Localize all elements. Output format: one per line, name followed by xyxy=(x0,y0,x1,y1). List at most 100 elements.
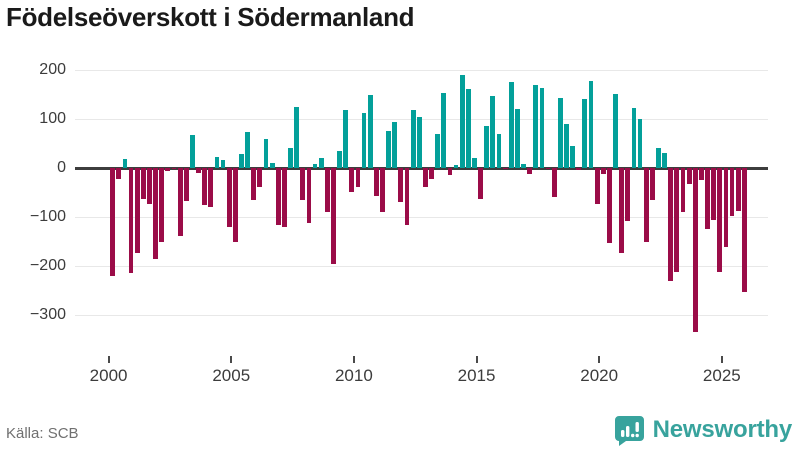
x-axis-tick-mark xyxy=(475,356,478,363)
bar-2009-Q1 xyxy=(331,168,336,265)
bar-2003-Q2 xyxy=(189,135,195,168)
bar-2020-Q3 xyxy=(613,93,618,168)
plot-area: 200 100 0 −100 −200 −300 2000 2005 2010 2015 2020 2… xyxy=(29,61,768,385)
bar-2024-Q2 xyxy=(705,168,710,229)
bar-2002-Q2 xyxy=(165,168,171,172)
bar-2019-Q4 xyxy=(594,168,600,204)
bar-2001-Q2 xyxy=(140,168,146,199)
bar-2004-Q4 xyxy=(226,168,232,227)
bar-2012-Q1 xyxy=(404,168,410,226)
bar-2008-Q1 xyxy=(306,168,312,223)
bar-2005-Q2 xyxy=(239,154,244,168)
bar-2002-Q1 xyxy=(159,168,165,243)
bar-2024-Q1 xyxy=(698,168,704,180)
y-axis-tick-label: 200 xyxy=(39,61,66,78)
bar-2017-Q4 xyxy=(545,168,551,169)
bar-2015-Q2 xyxy=(484,125,490,168)
x-axis-tick-mark xyxy=(230,356,233,363)
bar-2005-Q1 xyxy=(232,168,238,242)
bar-2023-Q2 xyxy=(680,168,686,213)
bar-2018-Q1 xyxy=(551,168,557,197)
bar-2021-Q2 xyxy=(631,108,637,168)
bar-2013-Q2 xyxy=(435,134,441,168)
chart-title: Födelseöverskott i Södermanland xyxy=(6,2,415,32)
bar-2013-Q4 xyxy=(447,168,453,176)
bar-2013-Q3 xyxy=(441,92,447,168)
gridline xyxy=(75,315,768,316)
bar-2000-Q3 xyxy=(122,158,128,168)
gridline xyxy=(75,217,768,218)
x-axis-tick-mark xyxy=(720,356,723,363)
source-note: Källa: SCB xyxy=(6,425,79,442)
x-axis-tick-label: 2020 xyxy=(580,366,619,385)
bar-2023-Q1 xyxy=(674,168,680,273)
bar-2012-Q3 xyxy=(416,117,422,168)
x-axis-tick-mark xyxy=(107,356,110,363)
bar-2014-Q4 xyxy=(472,158,477,168)
bar-2011-Q1 xyxy=(380,168,385,213)
x-axis-tick-mark xyxy=(352,356,355,363)
bar-2013-Q1 xyxy=(429,168,434,179)
x-axis-tick-label: 2025 xyxy=(702,366,741,385)
bar-2014-Q3 xyxy=(465,88,471,168)
bar-2022-Q4 xyxy=(668,168,674,281)
x-axis-tick-label: 2015 xyxy=(457,366,496,385)
bar-2007-Q3 xyxy=(294,107,300,168)
bar-2025-Q2 xyxy=(729,168,735,216)
bar-2011-Q3 xyxy=(392,122,398,168)
bar-2002-Q4 xyxy=(177,168,183,237)
bar-2015-Q1 xyxy=(478,168,483,199)
x-axis-tick-label: 2000 xyxy=(89,366,128,385)
bar-2011-Q4 xyxy=(398,168,404,203)
bar-2018-Q4 xyxy=(570,146,575,168)
bar-2008-Q2 xyxy=(312,163,318,168)
bar-2006-Q1 xyxy=(257,168,263,187)
bar-2000-Q2 xyxy=(116,168,122,179)
bar-2016-Q1 xyxy=(502,168,508,169)
bar-2003-Q1 xyxy=(183,168,189,202)
bar-2014-Q2 xyxy=(459,74,465,168)
x-axis-tick-mark xyxy=(598,356,601,363)
bar-2017-Q2 xyxy=(533,85,539,168)
bar-2003-Q4 xyxy=(202,168,208,205)
y-axis-tick-label: −100 xyxy=(29,208,66,225)
bar-2021-Q1 xyxy=(625,168,631,222)
bar-2009-Q2 xyxy=(337,150,342,168)
bar-2021-Q3 xyxy=(637,118,643,168)
bar-2004-Q1 xyxy=(208,168,214,208)
newsworthy-wordmark: Newsworthy xyxy=(652,416,793,443)
bar-2025-Q1 xyxy=(723,168,729,248)
bar-2016-Q4 xyxy=(521,164,526,168)
bar-2022-Q2 xyxy=(656,147,661,168)
bar-2024-Q4 xyxy=(717,168,723,273)
bar-2010-Q2 xyxy=(361,112,367,168)
bar-2012-Q2 xyxy=(410,109,416,168)
bar-2006-Q4 xyxy=(275,168,281,226)
bar-2020-Q4 xyxy=(619,168,625,254)
bar-2018-Q3 xyxy=(564,124,569,168)
bar-2003-Q3 xyxy=(196,168,201,173)
bar-chart-pin-icon xyxy=(614,416,644,446)
bar-2007-Q2 xyxy=(288,148,293,168)
y-axis-tick-label: 0 xyxy=(57,159,66,176)
bar-2001-Q3 xyxy=(147,168,152,204)
bar-2010-Q1 xyxy=(355,168,361,188)
bar-2023-Q4 xyxy=(692,168,698,333)
bar-2022-Q3 xyxy=(662,152,667,168)
bar-2020-Q2 xyxy=(606,168,612,244)
bar-2017-Q1 xyxy=(527,168,533,174)
gridline xyxy=(75,266,768,267)
bar-2005-Q4 xyxy=(251,168,257,201)
bar-2019-Q2 xyxy=(582,99,588,168)
bar-2019-Q1 xyxy=(576,168,582,171)
bar-2020-Q1 xyxy=(600,168,606,174)
bar-2007-Q1 xyxy=(281,168,287,228)
bar-2014-Q1 xyxy=(453,164,459,168)
bar-2010-Q4 xyxy=(373,168,379,197)
bar-2024-Q3 xyxy=(711,168,717,221)
bar-2011-Q2 xyxy=(386,131,392,168)
x-axis-tick-label: 2005 xyxy=(212,366,251,385)
bar-2000-Q4 xyxy=(128,168,134,274)
bar-2021-Q4 xyxy=(643,168,649,242)
bar-2008-Q3 xyxy=(318,157,324,168)
